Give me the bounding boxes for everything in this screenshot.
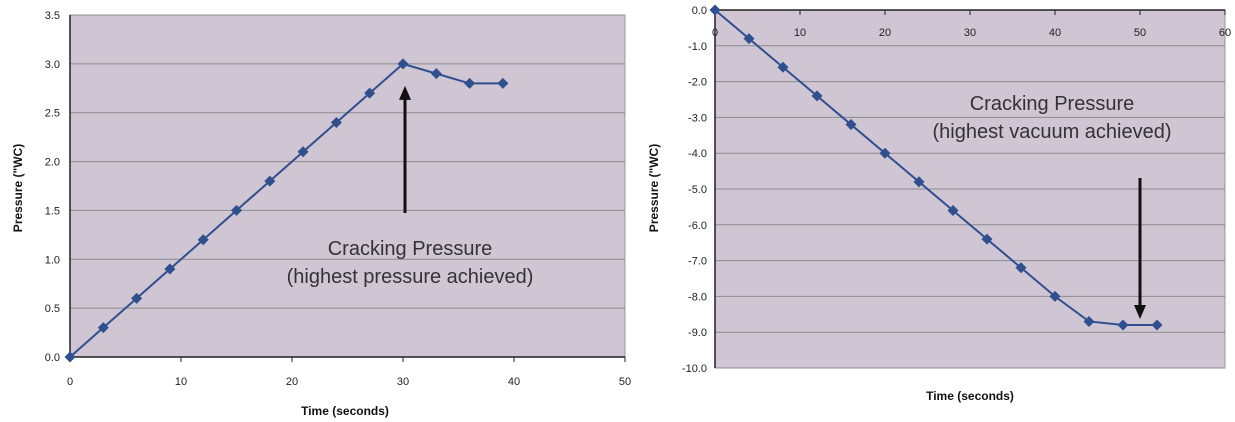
left-x-tick-labels: 0 10 20 30 40 50 [67, 376, 631, 388]
x-tick-label: 30 [397, 376, 409, 388]
y-tick-label: 1.5 [45, 205, 60, 217]
series-line [69, 62, 503, 358]
right-series [709, 4, 1163, 331]
y-tick-label: 0.0 [45, 352, 60, 364]
y-tick-label: 2.0 [45, 157, 60, 169]
data-point [364, 87, 376, 99]
left-plot-area [69, 14, 626, 358]
left-annotation-line2: (highest pressure achieved) [287, 266, 534, 288]
x-tick-label: 0 [67, 376, 73, 388]
y-tick-label: -4.0 [688, 148, 707, 160]
y-tick-label: 2.5 [45, 108, 60, 120]
data-point [879, 147, 891, 159]
y-tick-label: 1.0 [45, 254, 60, 266]
right-x-tick-labels: 0 10 20 30 40 50 60 [712, 27, 1231, 39]
y-tick-label: -5.0 [688, 184, 707, 196]
right-annotation-line1: Cracking Pressure [970, 93, 1135, 115]
x-tick-label: 50 [619, 376, 631, 388]
data-point [397, 58, 409, 70]
left-y-axis-title: Pressure ("WC) [11, 144, 25, 232]
x-tick-label: 20 [286, 376, 298, 388]
data-point [913, 176, 925, 188]
data-point [777, 61, 789, 73]
right-axes [714, 9, 1226, 368]
y-tick-label: -7.0 [688, 256, 707, 268]
x-tick-label: 40 [508, 376, 520, 388]
x-tick-label: 10 [175, 376, 187, 388]
data-point [811, 90, 823, 102]
x-tick-label: 50 [1134, 27, 1146, 39]
data-point [131, 292, 143, 304]
right-annotation: Cracking Pressure (highest vacuum achiev… [932, 93, 1172, 320]
data-point [1015, 262, 1027, 274]
data-point [297, 146, 309, 158]
data-point [231, 204, 242, 216]
y-tick-label: -6.0 [688, 220, 707, 232]
y-tick-label: -8.0 [688, 291, 707, 303]
y-tick-label: -3.0 [688, 112, 707, 124]
series-line [714, 9, 1157, 327]
y-tick-label: -10.0 [682, 363, 707, 375]
right-x-axis-title: Time (seconds) [926, 389, 1014, 403]
left-y-tick-labels: 0.0 0.5 1.0 1.5 2.0 2.5 3.0 3.5 [45, 10, 60, 364]
data-point [430, 68, 442, 80]
x-tick-label: 30 [964, 27, 976, 39]
y-tick-label: -9.0 [688, 327, 707, 339]
data-point [1151, 319, 1163, 331]
data-point [981, 233, 993, 245]
data-point [164, 263, 176, 275]
right-vacuum-chart: 0.0 -1.0 -2.0 -3.0 -4.0 -5.0 -6.0 -7.0 -8.0 -9.0 -… [647, 4, 1231, 403]
data-point [330, 116, 342, 128]
data-point [464, 77, 476, 89]
x-tick-label: 60 [1219, 27, 1231, 39]
data-point [197, 234, 209, 246]
x-tick-label: 0 [712, 27, 718, 39]
y-tick-label: 3.5 [45, 10, 60, 22]
y-tick-label: 3.0 [45, 59, 60, 71]
right-annotation-arrowhead [1134, 305, 1146, 320]
data-point [1083, 315, 1095, 327]
data-point [845, 119, 857, 131]
data-point [743, 33, 755, 45]
data-point [497, 77, 509, 89]
data-point [264, 175, 276, 187]
x-tick-label: 10 [794, 27, 806, 39]
left-annotation: Cracking Pressure (highest pressure achi… [287, 85, 534, 288]
y-tick-label: 0.0 [692, 5, 707, 17]
left-annotation-arrowhead [399, 85, 411, 100]
left-x-axis-title: Time (seconds) [301, 404, 389, 418]
data-point [1049, 290, 1061, 302]
left-pressure-chart: 0.0 0.5 1.0 1.5 2.0 2.5 3.0 3.5 0 10 20 30 40 50 Cra… [11, 10, 631, 418]
y-tick-label: -2.0 [688, 77, 707, 89]
data-point [97, 322, 109, 334]
right-annotation-line2: (highest vacuum achieved) [932, 121, 1171, 143]
x-tick-label: 20 [879, 27, 891, 39]
x-tick-label: 40 [1049, 27, 1061, 39]
right-y-axis-title: Pressure ("WC) [647, 144, 661, 232]
y-tick-label: -1.0 [688, 41, 707, 53]
right-y-tick-labels: 0.0 -1.0 -2.0 -3.0 -4.0 -5.0 -6.0 -7.0 -8.0 -9.0 -… [682, 5, 707, 375]
left-series [64, 58, 509, 363]
data-point [709, 4, 721, 16]
data-point [1117, 319, 1129, 331]
y-tick-label: 0.5 [45, 303, 60, 315]
data-point [947, 204, 959, 216]
data-point [64, 351, 76, 363]
left-axes [69, 15, 626, 362]
left-annotation-line1: Cracking Pressure [328, 238, 493, 260]
